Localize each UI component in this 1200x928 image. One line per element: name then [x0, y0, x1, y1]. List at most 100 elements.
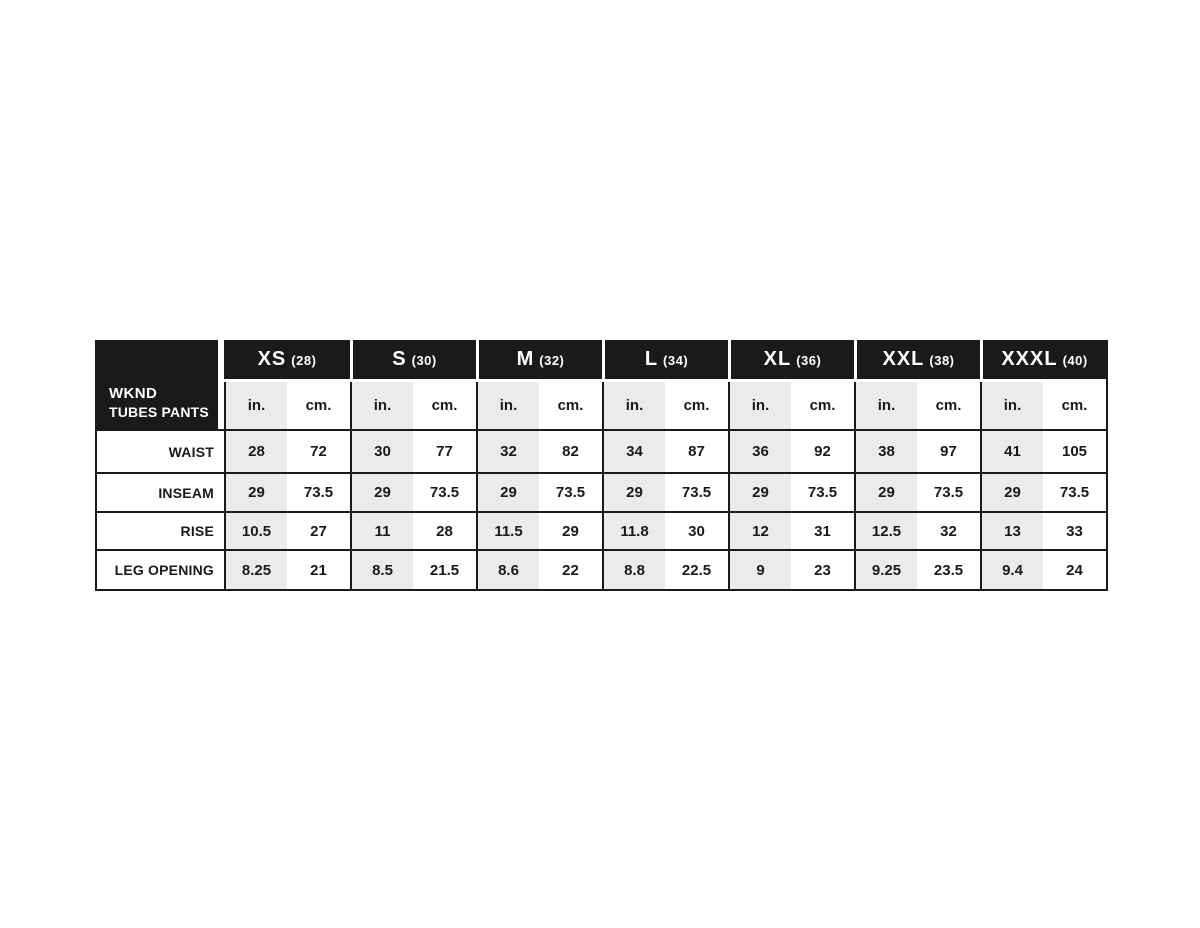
- size-header-m: M (32): [476, 340, 602, 382]
- value-cell: 21: [287, 549, 350, 589]
- size-header-l: L (34): [602, 340, 728, 382]
- value-cell: 28: [413, 511, 476, 549]
- value-cell: 72: [287, 429, 350, 472]
- value-cell: 30: [350, 429, 413, 472]
- value-cell: 29: [539, 511, 602, 549]
- brand-line1: WKND: [109, 385, 158, 402]
- value-cell: 27: [287, 511, 350, 549]
- unit-cell-cm: cm.: [665, 382, 728, 429]
- brand-cell: WKND TUBES PANTS: [97, 340, 224, 429]
- size-number: (32): [539, 353, 565, 368]
- size-number: (40): [1062, 353, 1088, 368]
- value-cell: 12.5: [854, 511, 917, 549]
- value-cell: 31: [791, 511, 854, 549]
- value-cell: 36: [728, 429, 791, 472]
- unit-cell-cm: cm.: [917, 382, 980, 429]
- value-cell: 9: [728, 549, 791, 589]
- value-cell: 11: [350, 511, 413, 549]
- value-cell: 22: [539, 549, 602, 589]
- value-cell: 21.5: [413, 549, 476, 589]
- unit-cell-in: in.: [728, 382, 791, 429]
- value-cell: 11.8: [602, 511, 665, 549]
- value-cell: 22.5: [665, 549, 728, 589]
- size-name: XXXL: [1001, 348, 1058, 370]
- size-name: L: [644, 348, 659, 370]
- value-cell: 32: [476, 429, 539, 472]
- value-cell: 73.5: [413, 472, 476, 511]
- size-name: XXL: [882, 348, 925, 370]
- value-cell: 73.5: [791, 472, 854, 511]
- size-header-xxl: XXL (38): [854, 340, 980, 382]
- value-cell: 73.5: [1043, 472, 1106, 511]
- value-cell: 29: [728, 472, 791, 511]
- value-cell: 29: [980, 472, 1043, 511]
- value-cell: 73.5: [287, 472, 350, 511]
- size-number: (34): [663, 353, 689, 368]
- value-cell: 29: [602, 472, 665, 511]
- value-cell: 77: [413, 429, 476, 472]
- value-cell: 13: [980, 511, 1043, 549]
- value-cell: 24: [1043, 549, 1106, 589]
- row-label-inseam: INSEAM: [97, 472, 224, 511]
- unit-cell-in: in.: [980, 382, 1043, 429]
- unit-cell-in: in.: [350, 382, 413, 429]
- unit-cell-in: in.: [854, 382, 917, 429]
- size-header-s: S (30): [350, 340, 476, 382]
- value-cell: 92: [791, 429, 854, 472]
- value-cell: 30: [665, 511, 728, 549]
- value-cell: 8.6: [476, 549, 539, 589]
- unit-cell-in: in.: [224, 382, 287, 429]
- size-number: (38): [929, 353, 955, 368]
- value-cell: 38: [854, 429, 917, 472]
- value-cell: 82: [539, 429, 602, 472]
- size-name: M: [516, 348, 535, 370]
- value-cell: 87: [665, 429, 728, 472]
- size-name: XS: [257, 348, 287, 370]
- value-cell: 28: [224, 429, 287, 472]
- unit-cell-in: in.: [476, 382, 539, 429]
- value-cell: 33: [1043, 511, 1106, 549]
- unit-cell-in: in.: [602, 382, 665, 429]
- size-number: (30): [411, 353, 437, 368]
- size-name: S: [392, 348, 407, 370]
- value-cell: 73.5: [917, 472, 980, 511]
- value-cell: 12: [728, 511, 791, 549]
- size-header-xl: XL (36): [728, 340, 854, 382]
- unit-cell-cm: cm.: [791, 382, 854, 429]
- unit-cell-cm: cm.: [539, 382, 602, 429]
- value-cell: 8.8: [602, 549, 665, 589]
- unit-cell-cm: cm.: [1043, 382, 1106, 429]
- value-cell: 29: [854, 472, 917, 511]
- value-cell: 32: [917, 511, 980, 549]
- value-cell: 23.5: [917, 549, 980, 589]
- row-label-leg-opening: LEG OPENING: [97, 549, 224, 589]
- unit-cell-cm: cm.: [413, 382, 476, 429]
- size-header-xxxl: XXXL (40): [980, 340, 1106, 382]
- size-number: (36): [796, 353, 822, 368]
- value-cell: 8.5: [350, 549, 413, 589]
- brand-line2: TUBES PANTS: [109, 404, 209, 420]
- unit-cell-cm: cm.: [287, 382, 350, 429]
- row-label-waist: WAIST: [97, 429, 224, 472]
- value-cell: 105: [1043, 429, 1106, 472]
- value-cell: 23: [791, 549, 854, 589]
- value-cell: 9.4: [980, 549, 1043, 589]
- row-label-rise: RISE: [97, 511, 224, 549]
- value-cell: 8.25: [224, 549, 287, 589]
- value-cell: 9.25: [854, 549, 917, 589]
- value-cell: 29: [224, 472, 287, 511]
- value-cell: 41: [980, 429, 1043, 472]
- value-cell: 10.5: [224, 511, 287, 549]
- size-number: (28): [291, 353, 317, 368]
- value-cell: 73.5: [539, 472, 602, 511]
- size-header-xs: XS (28): [224, 340, 350, 382]
- value-cell: 11.5: [476, 511, 539, 549]
- value-cell: 29: [350, 472, 413, 511]
- value-cell: 73.5: [665, 472, 728, 511]
- value-cell: 97: [917, 429, 980, 472]
- value-cell: 34: [602, 429, 665, 472]
- size-chart-table: WKND TUBES PANTS XS (28) S (30) M (32) L…: [95, 340, 1108, 591]
- size-name: XL: [763, 348, 792, 370]
- value-cell: 29: [476, 472, 539, 511]
